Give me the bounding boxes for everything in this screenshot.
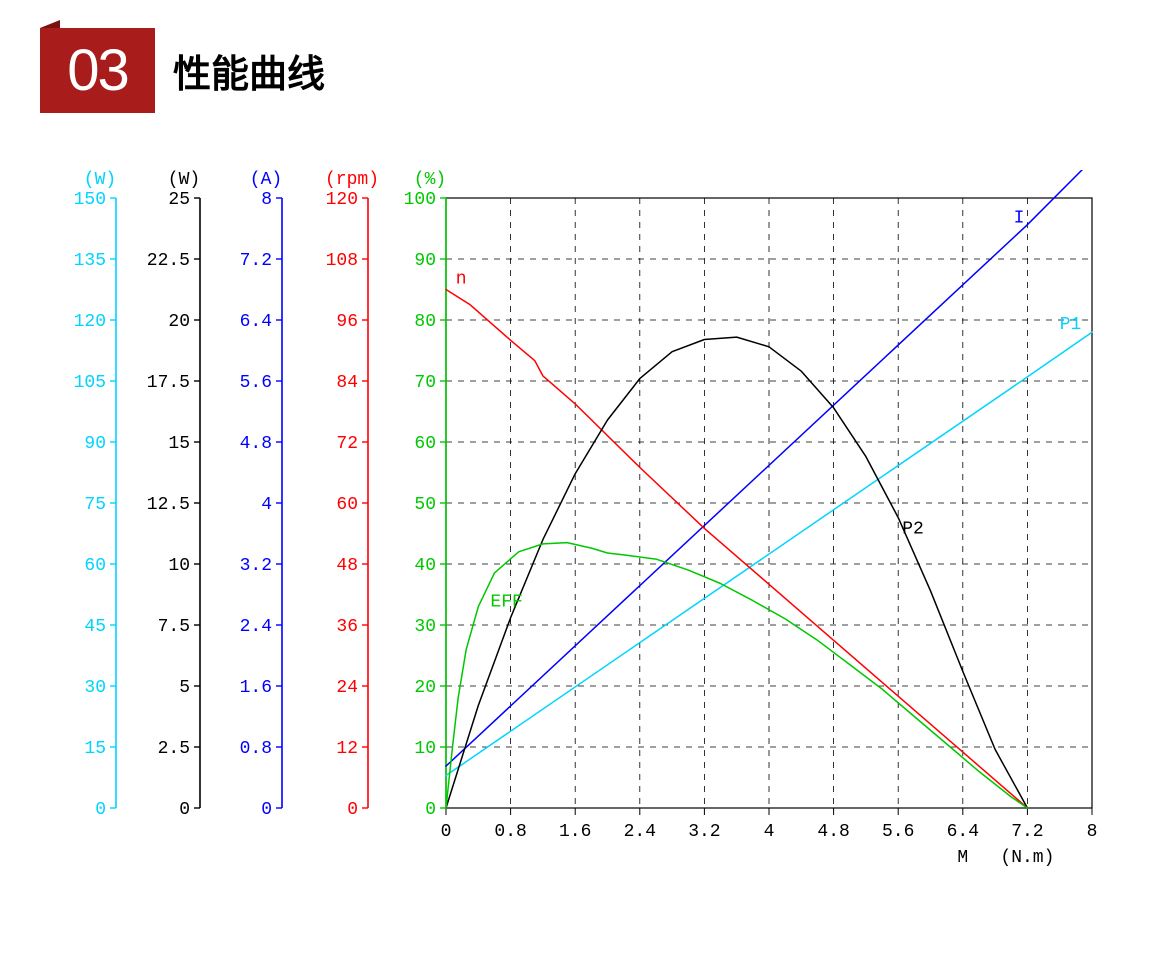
svg-text:(A): (A) xyxy=(250,170,282,190)
svg-text:(rpm): (rpm) xyxy=(325,170,379,190)
section-number: 03 xyxy=(67,37,128,104)
svg-text:2.4: 2.4 xyxy=(624,822,656,842)
svg-text:7.5: 7.5 xyxy=(158,617,190,637)
svg-text:(W): (W) xyxy=(84,170,116,190)
svg-text:P2: P2 xyxy=(902,520,924,540)
svg-text:90: 90 xyxy=(414,251,436,271)
header: 03 性能曲线 xyxy=(40,30,325,110)
svg-text:3.2: 3.2 xyxy=(688,822,720,842)
svg-text:20: 20 xyxy=(414,678,436,698)
svg-text:6.4: 6.4 xyxy=(240,312,272,332)
svg-text:75: 75 xyxy=(84,495,106,515)
svg-text:1.6: 1.6 xyxy=(559,822,591,842)
svg-text:90: 90 xyxy=(84,434,106,454)
section-number-badge: 03 xyxy=(40,28,155,113)
svg-text:60: 60 xyxy=(414,434,436,454)
page: 03 性能曲线 0 0.8 1.6 2.4 3.2 4 4.8 5.6 6.4 7.2 8 M (N.m… xyxy=(0,0,1170,955)
svg-text:0: 0 xyxy=(441,822,452,842)
svg-text:EFF: EFF xyxy=(490,593,522,613)
svg-text:5.6: 5.6 xyxy=(882,822,914,842)
svg-text:72: 72 xyxy=(336,434,358,454)
svg-text:17.5: 17.5 xyxy=(147,373,190,393)
svg-text:10: 10 xyxy=(168,556,190,576)
svg-text:15: 15 xyxy=(168,434,190,454)
svg-text:30: 30 xyxy=(414,617,436,637)
svg-text:60: 60 xyxy=(336,495,358,515)
svg-text:60: 60 xyxy=(84,556,106,576)
svg-text:20: 20 xyxy=(168,312,190,332)
svg-text:100: 100 xyxy=(404,190,436,210)
svg-text:3.2: 3.2 xyxy=(240,556,272,576)
svg-text:12: 12 xyxy=(336,739,358,759)
svg-text:M: M xyxy=(957,848,968,868)
svg-text:12.5: 12.5 xyxy=(147,495,190,515)
svg-text:5.6: 5.6 xyxy=(240,373,272,393)
svg-text:135: 135 xyxy=(74,251,106,271)
svg-text:50: 50 xyxy=(414,495,436,515)
svg-text:25: 25 xyxy=(168,190,190,210)
svg-text:96: 96 xyxy=(336,312,358,332)
svg-text:30: 30 xyxy=(84,678,106,698)
svg-text:15: 15 xyxy=(84,739,106,759)
svg-text:36: 36 xyxy=(336,617,358,637)
svg-text:4.8: 4.8 xyxy=(817,822,849,842)
svg-text:40: 40 xyxy=(414,556,436,576)
svg-text:(%): (%) xyxy=(414,170,446,190)
svg-text:108: 108 xyxy=(326,251,358,271)
page-title: 性能曲线 xyxy=(173,43,325,98)
svg-text:(W): (W) xyxy=(168,170,200,190)
svg-text:0.8: 0.8 xyxy=(494,822,526,842)
svg-text:45: 45 xyxy=(84,617,106,637)
svg-text:0: 0 xyxy=(347,800,358,820)
svg-text:84: 84 xyxy=(336,373,358,393)
svg-text:10: 10 xyxy=(414,739,436,759)
svg-text:8: 8 xyxy=(261,190,272,210)
svg-text:0: 0 xyxy=(261,800,272,820)
svg-text:22.5: 22.5 xyxy=(147,251,190,271)
svg-text:0: 0 xyxy=(179,800,190,820)
chart-svg: 00.81.62.43.244.85.66.47.28M(N.m)0153045… xyxy=(50,170,1120,890)
svg-text:4: 4 xyxy=(764,822,775,842)
svg-text:P1: P1 xyxy=(1060,315,1082,335)
svg-text:2.4: 2.4 xyxy=(240,617,272,637)
svg-text:48: 48 xyxy=(336,556,358,576)
svg-text:(N.m): (N.m) xyxy=(1000,848,1054,868)
svg-text:8: 8 xyxy=(1087,822,1098,842)
svg-text:105: 105 xyxy=(74,373,106,393)
svg-text:0: 0 xyxy=(425,800,436,820)
svg-text:24: 24 xyxy=(336,678,358,698)
svg-text:120: 120 xyxy=(74,312,106,332)
svg-text:4.8: 4.8 xyxy=(240,434,272,454)
svg-text:120: 120 xyxy=(326,190,358,210)
svg-text:7.2: 7.2 xyxy=(240,251,272,271)
svg-text:70: 70 xyxy=(414,373,436,393)
svg-text:7.2: 7.2 xyxy=(1011,822,1043,842)
svg-text:I: I xyxy=(1014,208,1025,228)
performance-chart: 00.81.62.43.244.85.66.47.28M(N.m)0153045… xyxy=(50,170,1120,895)
svg-text:5: 5 xyxy=(179,678,190,698)
svg-text:1.6: 1.6 xyxy=(240,678,272,698)
svg-text:150: 150 xyxy=(74,190,106,210)
svg-text:6.4: 6.4 xyxy=(947,822,979,842)
svg-text:0.8: 0.8 xyxy=(240,739,272,759)
svg-text:n: n xyxy=(456,269,467,289)
svg-text:80: 80 xyxy=(414,312,436,332)
svg-text:0: 0 xyxy=(95,800,106,820)
svg-text:4: 4 xyxy=(261,495,272,515)
svg-text:2.5: 2.5 xyxy=(158,739,190,759)
